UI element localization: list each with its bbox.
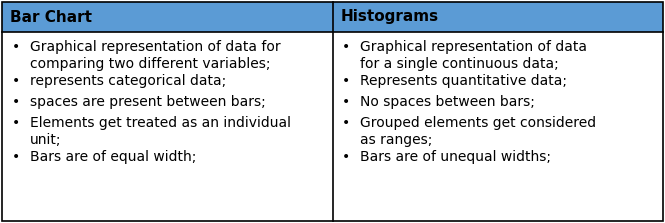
Text: •: • <box>12 95 20 109</box>
Bar <box>2 2 332 32</box>
Text: Grouped elements get considered
as ranges;: Grouped elements get considered as range… <box>360 116 597 147</box>
Text: •: • <box>342 40 350 54</box>
Text: No spaces between bars;: No spaces between bars; <box>360 95 535 109</box>
Text: Histograms: Histograms <box>340 10 439 25</box>
Text: Bar Chart: Bar Chart <box>10 10 92 25</box>
Text: •: • <box>342 150 350 164</box>
Text: •: • <box>12 150 20 164</box>
Text: Bars are of equal width;: Bars are of equal width; <box>30 150 196 164</box>
Text: •: • <box>342 116 350 130</box>
Text: spaces are present between bars;: spaces are present between bars; <box>30 95 266 109</box>
Text: •: • <box>12 40 20 54</box>
Text: Graphical representation of data for
comparing two different variables;: Graphical representation of data for com… <box>30 40 281 71</box>
Text: Graphical representation of data
for a single continuous data;: Graphical representation of data for a s… <box>360 40 587 71</box>
Text: •: • <box>12 116 20 130</box>
Text: Represents quantitative data;: Represents quantitative data; <box>360 74 567 88</box>
Bar <box>2 32 663 221</box>
Text: •: • <box>342 74 350 88</box>
Bar <box>332 2 663 32</box>
Text: represents categorical data;: represents categorical data; <box>30 74 226 88</box>
Text: •: • <box>342 95 350 109</box>
Text: •: • <box>12 74 20 88</box>
Text: Elements get treated as an individual
unit;: Elements get treated as an individual un… <box>30 116 291 147</box>
Text: Bars are of unequal widths;: Bars are of unequal widths; <box>360 150 551 164</box>
